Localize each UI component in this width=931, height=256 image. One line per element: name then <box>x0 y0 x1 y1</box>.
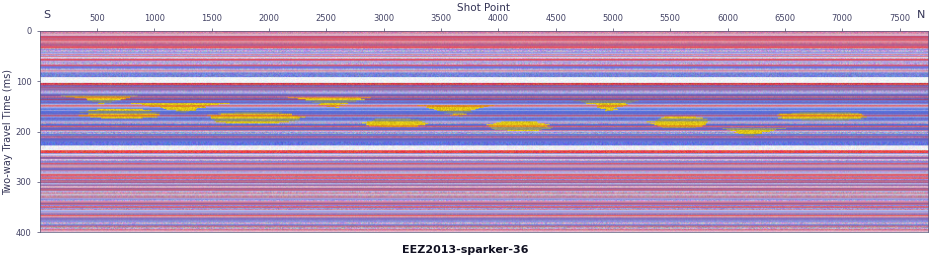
Text: N: N <box>916 10 924 20</box>
Text: EEZ2013-sparker-36: EEZ2013-sparker-36 <box>402 245 529 255</box>
X-axis label: Shot Point: Shot Point <box>457 3 510 13</box>
Text: S: S <box>43 10 50 20</box>
Y-axis label: Two-way Travel Time (ms): Two-way Travel Time (ms) <box>3 69 13 195</box>
